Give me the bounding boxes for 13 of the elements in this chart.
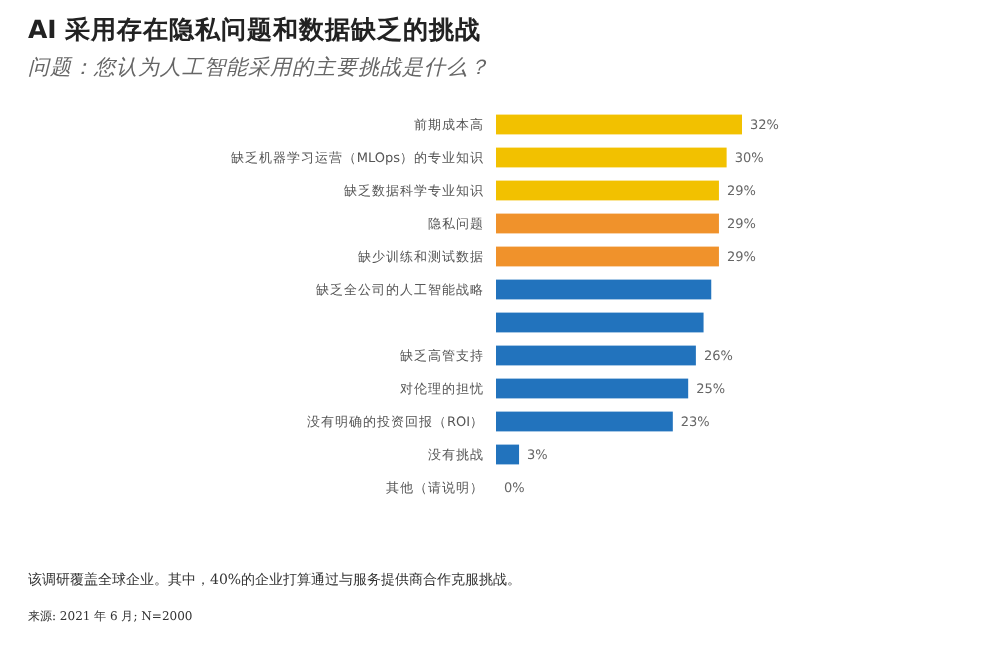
bar bbox=[496, 444, 520, 465]
bar bbox=[496, 114, 742, 135]
bar bbox=[496, 378, 689, 399]
text: AI 采用存在隐私问题和数据缺乏的挑战 bbox=[28, 14, 482, 44]
bar bbox=[496, 411, 673, 432]
text: 问题：您认为人工智能采用的主要挑战是什么？ bbox=[28, 56, 490, 80]
bar bbox=[496, 147, 727, 168]
bar bbox=[496, 312, 704, 333]
bar bbox=[496, 345, 696, 366]
bar bbox=[496, 180, 719, 201]
bar bbox=[496, 246, 719, 267]
bar bbox=[496, 279, 712, 300]
bar bbox=[496, 213, 719, 234]
